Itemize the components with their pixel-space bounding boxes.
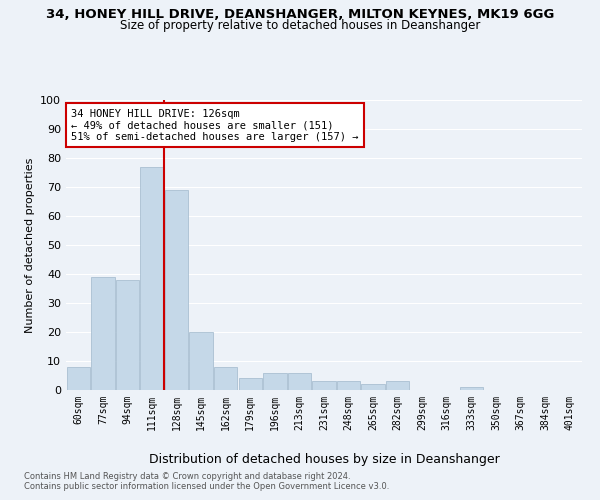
Text: Distribution of detached houses by size in Deanshanger: Distribution of detached houses by size …	[149, 452, 499, 466]
Bar	[91, 277, 115, 390]
Bar	[288, 372, 311, 390]
Bar	[190, 332, 213, 390]
Text: 34, HONEY HILL DRIVE, DEANSHANGER, MILTON KEYNES, MK19 6GG: 34, HONEY HILL DRIVE, DEANSHANGER, MILTO…	[46, 8, 554, 20]
Y-axis label: Number of detached properties: Number of detached properties	[25, 158, 35, 332]
Bar	[214, 367, 238, 390]
Text: Contains public sector information licensed under the Open Government Licence v3: Contains public sector information licen…	[24, 482, 389, 491]
Bar	[386, 382, 409, 390]
Bar	[361, 384, 385, 390]
Bar	[460, 387, 483, 390]
Bar	[313, 382, 335, 390]
Bar	[337, 382, 360, 390]
Bar	[165, 190, 188, 390]
Bar	[263, 372, 287, 390]
Bar	[239, 378, 262, 390]
Text: Contains HM Land Registry data © Crown copyright and database right 2024.: Contains HM Land Registry data © Crown c…	[24, 472, 350, 481]
Text: Size of property relative to detached houses in Deanshanger: Size of property relative to detached ho…	[120, 19, 480, 32]
Text: 34 HONEY HILL DRIVE: 126sqm
← 49% of detached houses are smaller (151)
51% of se: 34 HONEY HILL DRIVE: 126sqm ← 49% of det…	[71, 108, 359, 142]
Bar	[140, 166, 164, 390]
Bar	[67, 367, 90, 390]
Bar	[116, 280, 139, 390]
